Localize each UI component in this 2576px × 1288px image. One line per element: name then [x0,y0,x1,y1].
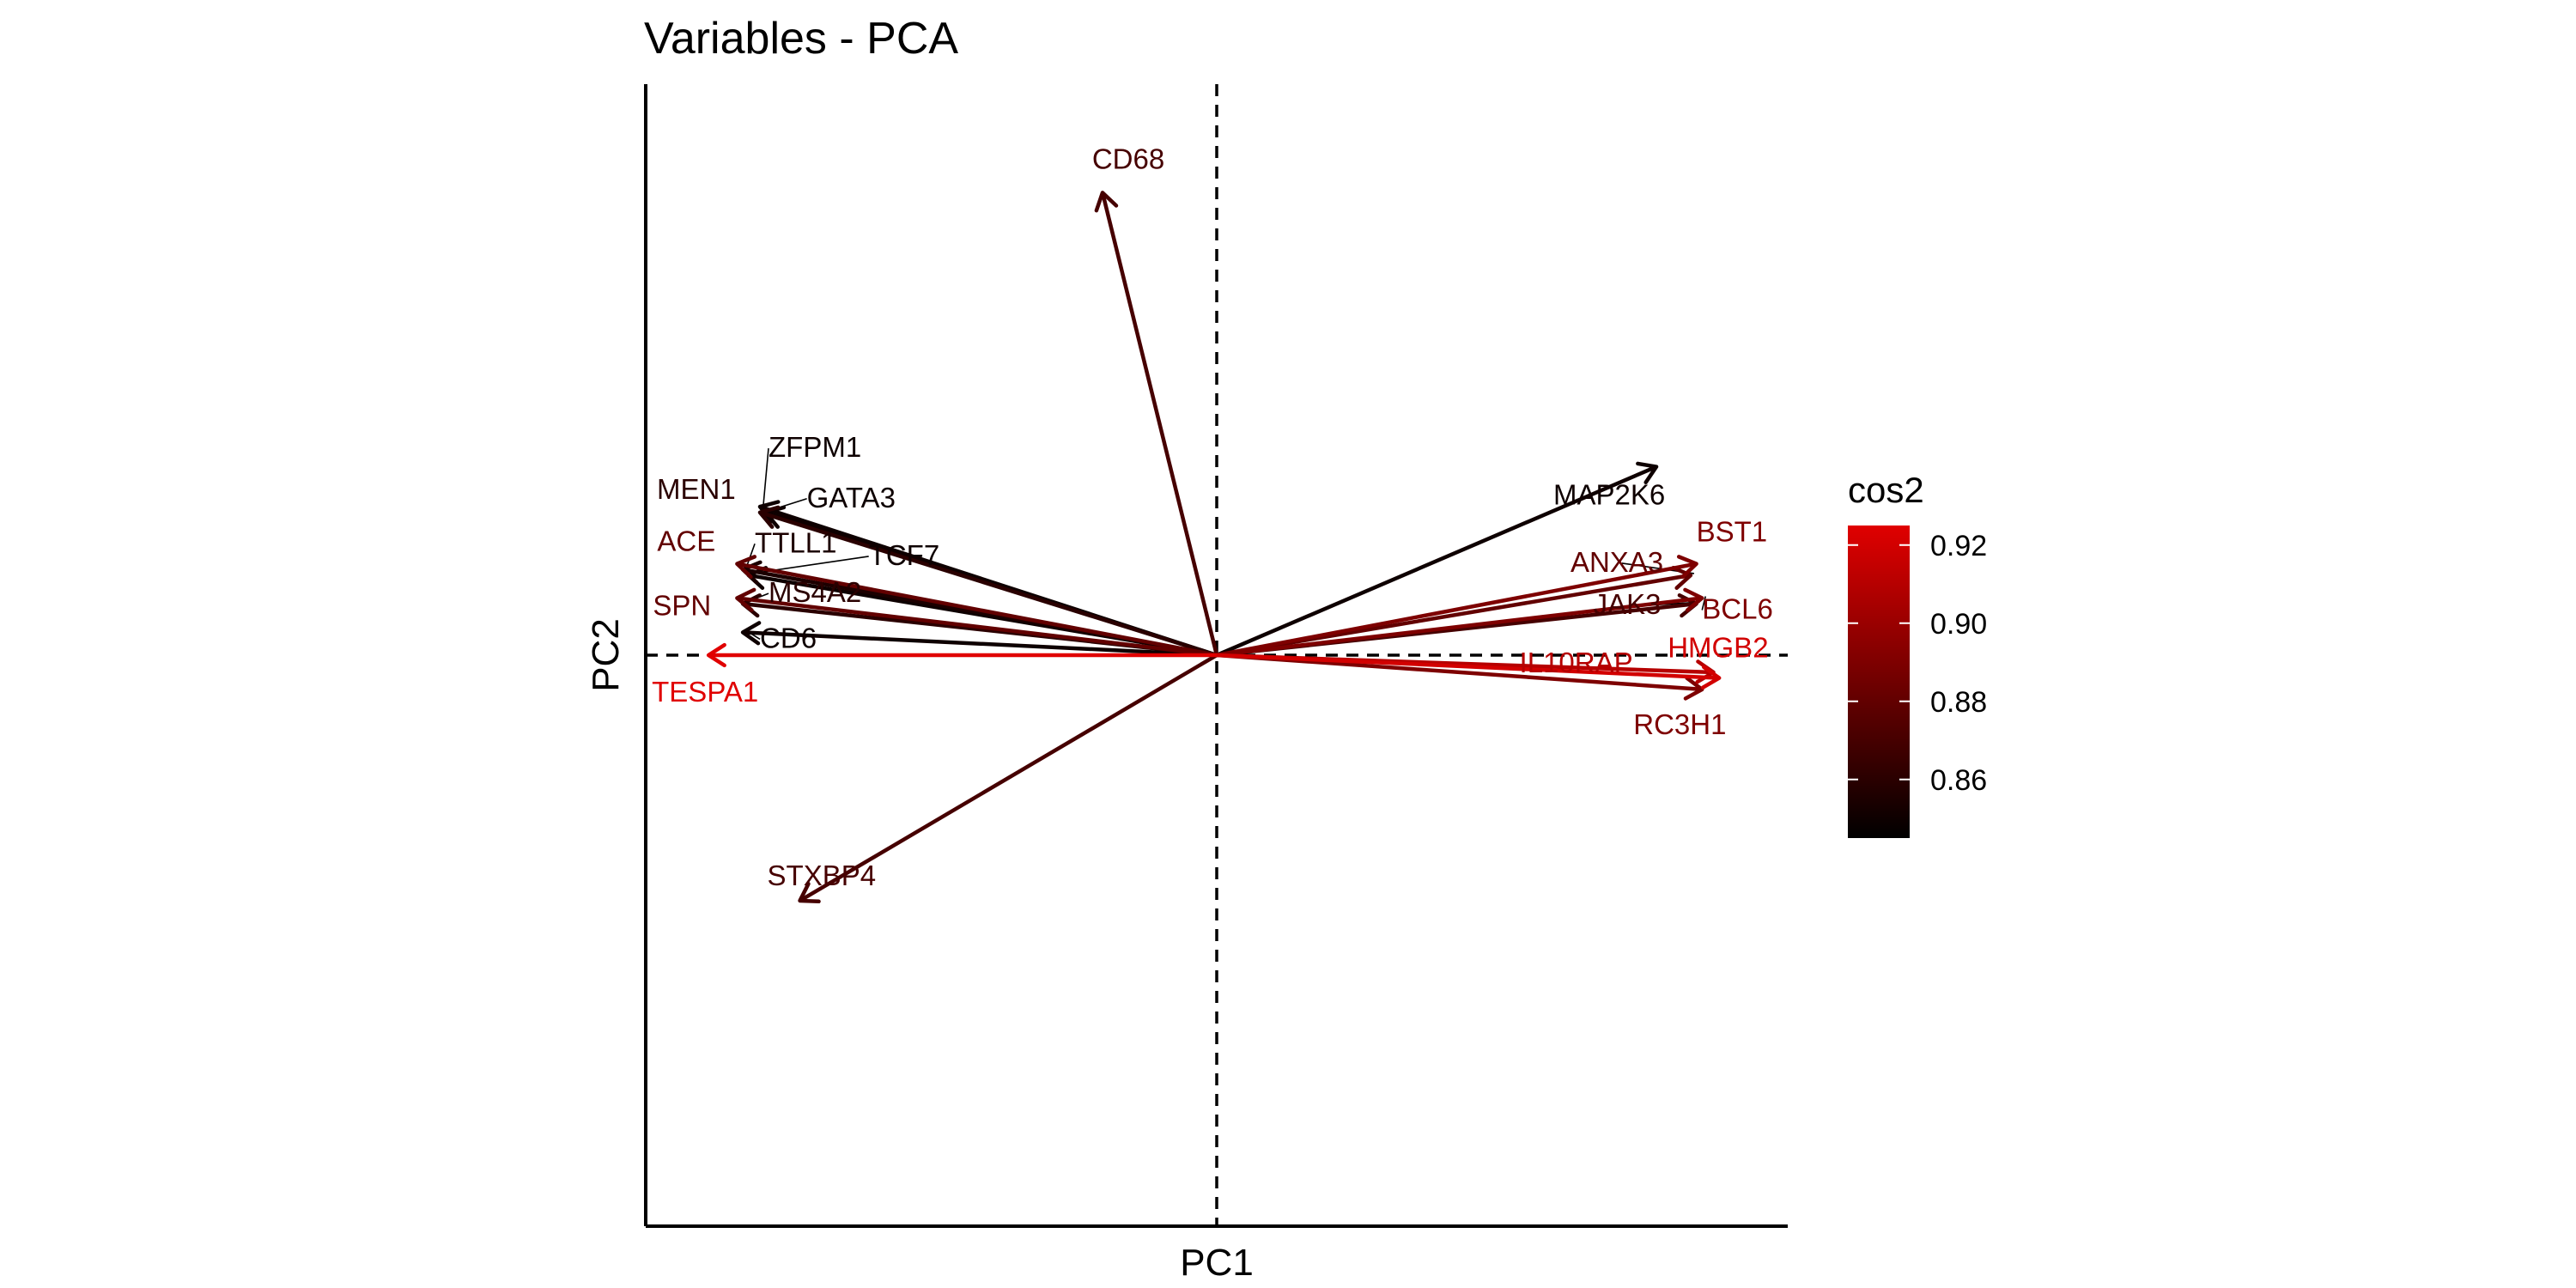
leader-bcl6 [1701,596,1707,611]
arrow-shaft-stxbp4 [799,653,1218,902]
label-spn: SPN [653,590,711,622]
arrow-head-bst1 [1676,555,1698,579]
arrow-shaft-spn [737,596,1218,658]
arrow-head-cd6 [740,621,762,646]
arrow-shaft-cd6 [742,630,1218,658]
arrow-head-spn [735,587,756,612]
label-il10rap: IL10RAP [1520,647,1633,678]
arrow-bst1 [1216,555,1698,658]
legend-tick-label: 0.92 [1930,530,1987,562]
arrow-map2k6 [1216,461,1659,658]
label-jak3: JAK3 [1594,588,1662,620]
arrow-men1 [757,505,1218,658]
arrow-head-tespa1 [706,642,726,668]
legend-tick-label: 0.90 [1930,608,1987,641]
legend-title: cos2 [1848,470,1924,510]
arrow-rc3h1 [1216,653,1704,701]
legend-tick-label: 0.86 [1930,764,1987,797]
label-cd6: CD6 [760,622,817,653]
label-ttll1: TTLL1 [755,526,836,558]
arrow-shaft-ace [736,562,1218,658]
arrow-head-men1 [757,505,781,529]
arrow-cd6 [740,621,1218,658]
arrow-shaft-rc3h1 [1216,653,1703,692]
arrow-shaft-bst1 [1216,562,1698,658]
legend-ticks: 0.86 0.88 0.90 0.92 [1848,530,1987,797]
arrow-shaft-cd68 [1100,191,1219,656]
label-bst1: BST1 [1697,516,1768,548]
label-map2k6: MAP2K6 [1553,479,1665,511]
arrow-bcl6 [1216,587,1704,658]
arrow-head-rc3h1 [1683,676,1704,701]
label-rc3h1: RC3H1 [1633,708,1726,740]
arrow-cd68 [1094,191,1219,656]
y-axis-title: PC2 [585,618,627,692]
arrow-head-ace [735,555,757,579]
label-bcl6: BCL6 [1702,593,1773,625]
arrow-head-bcl6 [1683,587,1704,612]
arrow-head-anxa3 [1671,565,1693,590]
label-anxa3: ANXA3 [1571,546,1663,578]
arrow-spn [735,587,1218,658]
arrow-stxbp4 [798,653,1218,904]
arrow-shaft-men1 [759,510,1218,658]
label-hmgb2: HMGB2 [1668,632,1768,664]
label-zfpm1: ZFPM1 [769,431,861,463]
arrow-ace [735,555,1218,658]
label-tespa1: TESPA1 [652,676,758,708]
arrow-head-stxbp4 [798,882,821,904]
arrow-shaft-map2k6 [1216,465,1657,658]
leader-zfpm1 [762,448,769,506]
legend-colorbar [1848,526,1910,838]
variable-arrows [706,191,1722,904]
variable-labels: MAP2K6 ZFPM1 GATA3 TCF7 CD6 TTLL1 MEN1 MS4A2 CD6… [652,143,1773,891]
arrow-head-map2k6 [1636,461,1659,485]
label-tcf7: TCF7 [869,539,939,571]
arrow-tespa1 [706,642,1217,668]
label-gata3: GATA3 [807,482,896,513]
legend-tick-label: 0.88 [1930,686,1987,719]
arrow-hmgb2 [1216,653,1722,690]
label-ms4a2: MS4A2 [769,576,861,608]
label-cd68: CD68 [1092,143,1164,174]
label-men1: MEN1 [657,473,736,505]
arrow-shaft-bcl6 [1216,596,1703,658]
chart-title: Variables - PCA [644,14,958,64]
arrow-shaft-hmgb2 [1216,653,1720,680]
arrow-head-hmgb2 [1700,665,1722,690]
x-axis-title: PC1 [1180,1242,1254,1284]
color-legend: cos2 0.86 0.88 0.90 0.92 [1848,470,1987,838]
leader-ttll1 [745,543,756,568]
arrow-head-cd68 [1094,191,1119,213]
label-ace: ACE [657,526,715,557]
label-stxbp4: STXBP4 [768,860,877,891]
